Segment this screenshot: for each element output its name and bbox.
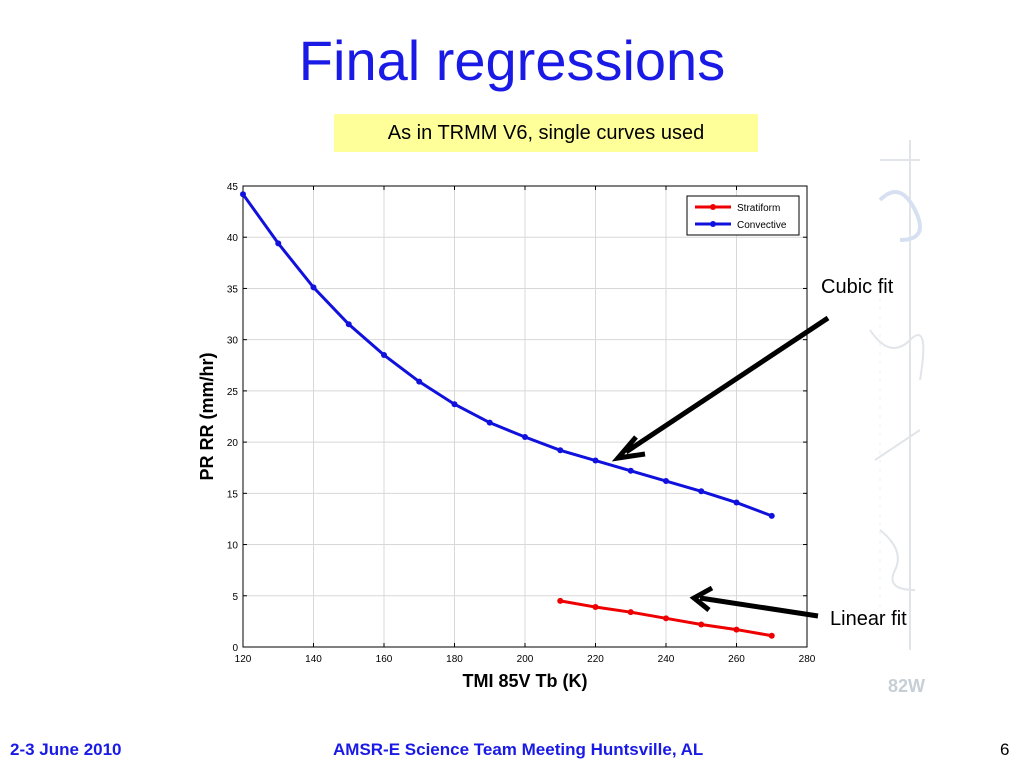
stratiform-point bbox=[663, 615, 669, 622]
cubic-fit-label: Cubic fit bbox=[821, 276, 894, 298]
footer-meeting: AMSR-E Science Team Meeting Huntsville, … bbox=[333, 740, 704, 759]
convective-point bbox=[345, 321, 352, 328]
convective-point bbox=[451, 401, 458, 408]
stratiform-point bbox=[557, 597, 564, 604]
y-tick-label: 30 bbox=[227, 336, 239, 347]
page-number: 6 bbox=[1000, 740, 1010, 759]
background-map-decoration bbox=[869, 140, 925, 650]
convective-point bbox=[275, 240, 282, 247]
x-tick-label: 260 bbox=[728, 654, 745, 665]
y-tick-label: 10 bbox=[227, 541, 239, 552]
y-tick-label: 35 bbox=[227, 284, 239, 295]
stratiform-point bbox=[698, 621, 705, 628]
y-axis-label: PR RR (mm/hr) bbox=[197, 352, 217, 480]
x-tick-label: 240 bbox=[658, 654, 675, 665]
linear-fit-arrowhead bbox=[689, 585, 714, 612]
convective-point bbox=[663, 478, 669, 485]
cubic-fit-arrowhead bbox=[611, 435, 646, 462]
callout-box: As in TRMM V6, single curves used bbox=[334, 114, 758, 152]
y-tick-label: 15 bbox=[227, 489, 239, 500]
chart-legend: Stratiform Convective bbox=[686, 195, 800, 236]
footer-date: 2-3 June 2010 bbox=[10, 740, 122, 759]
x-axis-label: TMI 85V Tb (K) bbox=[463, 671, 588, 691]
convective-point bbox=[310, 284, 317, 291]
legend-stratiform-label: Stratiform bbox=[737, 203, 780, 214]
convective-point bbox=[486, 419, 493, 426]
convective-point bbox=[557, 447, 564, 454]
stratiform-point bbox=[733, 626, 740, 633]
convective-point bbox=[733, 499, 740, 506]
x-tick-label: 120 bbox=[235, 654, 252, 665]
legend-convective-marker bbox=[710, 221, 716, 227]
y-tick-label: 0 bbox=[232, 643, 238, 654]
y-tick-label: 45 bbox=[227, 182, 239, 193]
convective-point bbox=[592, 457, 599, 464]
x-tick-label: 140 bbox=[305, 654, 322, 665]
convective-point bbox=[627, 467, 634, 474]
axis-ticks: 120 140 160 180 200 220 240 260 280 0 5 10 15 20 25 30 3… bbox=[227, 182, 816, 665]
slide-title: Final regressions bbox=[298, 29, 726, 92]
background-map-label: 82W bbox=[888, 676, 926, 696]
stratiform-point bbox=[768, 632, 775, 639]
x-tick-label: 180 bbox=[446, 654, 463, 665]
legend-convective-label: Convective bbox=[737, 220, 787, 231]
linear-fit-label: Linear fit bbox=[830, 608, 907, 630]
convective-point bbox=[698, 488, 705, 495]
y-tick-label: 40 bbox=[227, 233, 239, 244]
legend-stratiform-marker bbox=[710, 204, 716, 210]
convective-point bbox=[768, 512, 775, 519]
grid-lines bbox=[242, 185, 808, 648]
linear-fit-arrow bbox=[699, 595, 819, 619]
cubic-fit-arrow bbox=[624, 315, 830, 455]
y-tick-label: 20 bbox=[227, 438, 239, 449]
convective-line bbox=[241, 193, 773, 518]
convective-point bbox=[240, 191, 246, 198]
convective-point bbox=[522, 433, 528, 440]
x-tick-label: 280 bbox=[799, 654, 816, 665]
series-layer bbox=[240, 191, 775, 639]
y-tick-label: 5 bbox=[232, 592, 238, 603]
legend-box bbox=[686, 195, 800, 236]
convective-point bbox=[381, 352, 387, 359]
stratiform-point bbox=[627, 609, 634, 616]
x-tick-label: 200 bbox=[517, 654, 534, 665]
x-tick-label: 220 bbox=[587, 654, 604, 665]
stratiform-point bbox=[592, 604, 599, 611]
x-tick-label: 160 bbox=[376, 654, 393, 665]
y-tick-label: 25 bbox=[227, 387, 239, 398]
convective-point bbox=[416, 378, 423, 385]
